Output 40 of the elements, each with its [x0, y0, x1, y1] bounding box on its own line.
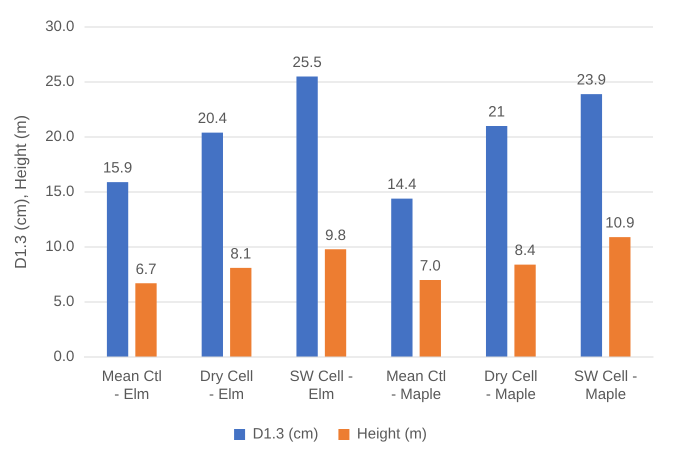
bar: [202, 132, 223, 356]
x-tick-label: Dry Cell - Elm: [200, 368, 254, 404]
data-label: 7.0: [420, 258, 441, 275]
y-tick-label: 10.0: [45, 238, 74, 256]
bar: [514, 264, 536, 356]
legend-label: D1.3 (cm): [252, 426, 318, 443]
x-tick-label: Dry Cell - Maple: [484, 368, 538, 404]
data-label: 23.9: [576, 72, 606, 89]
y-tick-label: 5.0: [54, 293, 74, 310]
data-label: 15.9: [102, 160, 132, 177]
x-tick-label: SW Cell - Elm: [290, 368, 353, 404]
x-tick-label: Mean Ctl - Elm: [102, 368, 162, 404]
data-label: 25.5: [292, 54, 322, 72]
bar: [324, 249, 346, 356]
y-tick-label: 30.0: [45, 18, 74, 36]
y-tick-label: 15.0: [45, 183, 74, 200]
y-tick-label: 0.0: [54, 348, 74, 366]
legend-label: Height (m): [356, 426, 427, 443]
bar: [420, 280, 441, 356]
data-label: 8.1: [230, 246, 252, 263]
data-label: 6.7: [136, 260, 156, 278]
data-label: 21: [488, 104, 505, 121]
data-label: 9.8: [325, 226, 346, 244]
data-label: 10.9: [605, 214, 634, 232]
x-tick-label: SW Cell - Maple: [574, 368, 638, 404]
data-label: 14.4: [387, 176, 416, 194]
bar: [106, 182, 128, 356]
bar: [580, 94, 602, 356]
y-tick-label: 20.0: [45, 128, 74, 146]
data-label: 20.4: [198, 110, 227, 128]
bar: [230, 268, 252, 356]
bar: [391, 198, 413, 356]
y-axis-title: D1.3 (cm), Height (m): [13, 115, 30, 269]
x-tick-label: Mean Ctl - Maple: [386, 368, 446, 404]
y-tick-label: 25.0: [45, 73, 74, 90]
bar: [609, 237, 630, 356]
bar: [296, 76, 318, 356]
data-label: 8.4: [514, 242, 536, 260]
bar: [486, 126, 508, 356]
bar: [135, 283, 157, 356]
